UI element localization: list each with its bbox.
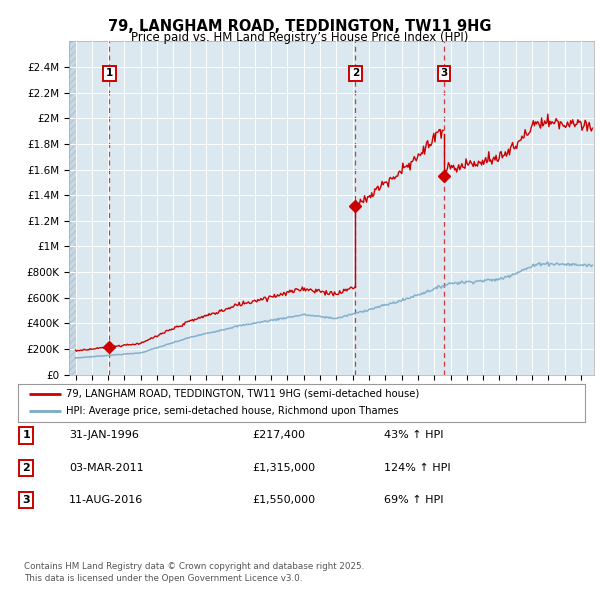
Text: 3: 3 — [23, 496, 30, 505]
Text: 79, LANGHAM ROAD, TEDDINGTON, TW11 9HG: 79, LANGHAM ROAD, TEDDINGTON, TW11 9HG — [108, 19, 492, 34]
Text: 03-MAR-2011: 03-MAR-2011 — [69, 463, 143, 473]
Text: £217,400: £217,400 — [252, 431, 305, 440]
Text: 124% ↑ HPI: 124% ↑ HPI — [384, 463, 451, 473]
Text: 2: 2 — [352, 68, 359, 78]
Text: £1,315,000: £1,315,000 — [252, 463, 315, 473]
Text: 1: 1 — [23, 431, 30, 440]
Text: 11-AUG-2016: 11-AUG-2016 — [69, 496, 143, 505]
Text: 3: 3 — [440, 68, 448, 78]
Text: 2: 2 — [23, 463, 30, 473]
Text: 31-JAN-1996: 31-JAN-1996 — [69, 431, 139, 440]
Text: £1,550,000: £1,550,000 — [252, 496, 315, 505]
Text: Price paid vs. HM Land Registry’s House Price Index (HPI): Price paid vs. HM Land Registry’s House … — [131, 31, 469, 44]
Bar — [69, 41, 76, 375]
Text: 43% ↑ HPI: 43% ↑ HPI — [384, 431, 443, 440]
Text: 69% ↑ HPI: 69% ↑ HPI — [384, 496, 443, 505]
Text: 1: 1 — [106, 68, 113, 78]
Text: 79, LANGHAM ROAD, TEDDINGTON, TW11 9HG (semi-detached house): 79, LANGHAM ROAD, TEDDINGTON, TW11 9HG (… — [66, 389, 419, 399]
Text: Contains HM Land Registry data © Crown copyright and database right 2025.
This d: Contains HM Land Registry data © Crown c… — [24, 562, 364, 583]
Text: HPI: Average price, semi-detached house, Richmond upon Thames: HPI: Average price, semi-detached house,… — [66, 407, 399, 417]
